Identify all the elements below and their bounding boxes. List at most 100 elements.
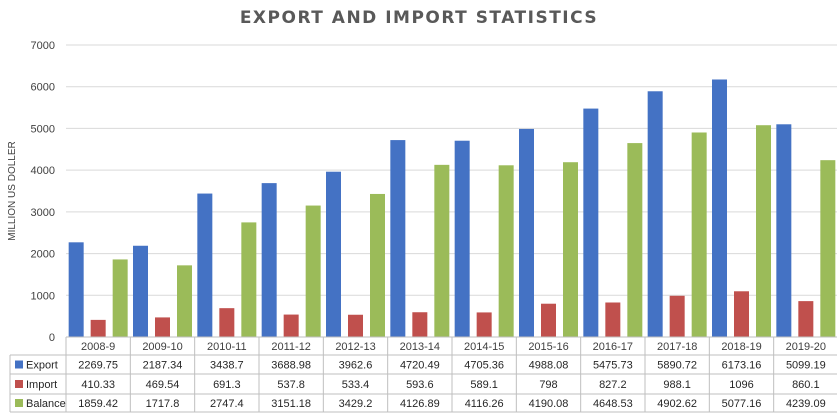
data-label: 1717.8 — [146, 398, 180, 410]
data-label: 4190.08 — [529, 398, 569, 410]
x-tick-label: 2016-17 — [593, 341, 633, 353]
bar-balance-2015-16 — [563, 162, 578, 337]
bar-import-2019-20 — [798, 301, 814, 337]
data-label: 5890.72 — [657, 360, 697, 372]
bar-import-2017-18 — [669, 295, 685, 337]
data-label: 860.1 — [792, 379, 820, 391]
bar-balance-2010-11 — [241, 222, 257, 337]
y-tick-label: 3000 — [31, 207, 55, 219]
bar-export-2017-18 — [647, 91, 663, 337]
data-table: 2008-9 2009-10 2010-11 2011-12 2012-13 2013-1… — [9, 336, 837, 413]
bar-import-2013-14 — [412, 312, 428, 337]
bar-balance-2011-12 — [305, 205, 321, 337]
bar-import-2008-9 — [90, 319, 106, 337]
data-label: 3962.6 — [339, 360, 373, 372]
data-label: 4705.36 — [464, 360, 504, 372]
data-label: 2187.34 — [143, 360, 183, 372]
data-label: 4648.53 — [593, 398, 633, 410]
bar-export-2008-9 — [68, 242, 84, 337]
x-tick-label: 2017-18 — [657, 341, 697, 353]
y-tick-label: 6000 — [31, 82, 55, 94]
legend-label-import: Import — [26, 379, 57, 391]
bar-balance-2012-13 — [370, 193, 385, 337]
legend-key-export — [15, 360, 23, 369]
data-label: 4239.09 — [786, 398, 826, 410]
legend-key-import — [15, 380, 23, 388]
x-tick-label: 2013-14 — [400, 341, 440, 353]
bar-export-2019-20 — [776, 124, 792, 338]
data-label: 1859.42 — [78, 398, 118, 410]
y-tick-label: 1000 — [31, 290, 55, 302]
bar-balance-2018-19 — [756, 125, 771, 337]
data-label: 469.54 — [146, 379, 180, 391]
x-tick-label: 2012-13 — [335, 341, 375, 353]
data-label: 827.2 — [599, 379, 627, 391]
bar-balance-2013-14 — [434, 164, 450, 337]
bar-export-2009-10 — [133, 245, 148, 337]
data-label: 3151.18 — [271, 398, 311, 410]
y-tick-label: 0 — [49, 332, 55, 344]
bar-export-2010-11 — [197, 193, 213, 337]
y-tick-label: 4000 — [31, 165, 55, 177]
x-tick-label: 2018-19 — [721, 341, 761, 353]
data-label: 589.1 — [470, 379, 498, 391]
data-label: 1096 — [729, 379, 753, 391]
bar-import-2015-16 — [541, 303, 556, 337]
data-label: 5077.16 — [722, 398, 762, 410]
bar-import-2011-12 — [283, 314, 299, 337]
bar-export-2014-15 — [454, 140, 470, 337]
y-tick-label: 7000 — [31, 40, 55, 52]
y-tick-label: 5000 — [31, 123, 55, 135]
x-tick-label: 2014-15 — [464, 341, 504, 353]
bar-balance-2019-20 — [820, 160, 836, 337]
data-label: 5099.19 — [786, 360, 826, 372]
data-label: 2747.4 — [210, 398, 244, 410]
legend-label-balance: Balance — [26, 398, 66, 410]
x-tick-label: 2011-12 — [271, 341, 311, 353]
data-label: 4720.49 — [400, 360, 440, 372]
data-label: 3429.2 — [339, 398, 373, 410]
bar-export-2016-17 — [583, 108, 599, 337]
x-tick-label: 2015-16 — [528, 341, 568, 353]
bar-balance-2016-17 — [627, 143, 643, 337]
bar-balance-2008-9 — [112, 259, 128, 337]
bar-import-2012-13 — [348, 314, 363, 337]
y-axis-ticks: 0 1000 2000 3000 4000 5000 6000 7000 — [31, 40, 55, 344]
data-label: 4126.89 — [400, 398, 440, 410]
bar-export-2011-12 — [261, 183, 277, 337]
y-tick-label: 2000 — [31, 249, 55, 261]
data-label: 691.3 — [213, 379, 241, 391]
bar-export-2018-19 — [712, 79, 727, 338]
data-label: 533.4 — [342, 379, 370, 391]
data-label: 988.1 — [663, 379, 691, 391]
x-tick-label: 2010-11 — [207, 341, 247, 353]
x-tick-label: 2008-9 — [81, 341, 115, 353]
data-label: 593.6 — [406, 379, 434, 391]
bar-export-2012-13 — [326, 171, 341, 337]
data-label: 537.8 — [277, 379, 305, 391]
bar-balance-2017-18 — [691, 132, 707, 337]
data-label: 3688.98 — [271, 360, 311, 372]
bar-import-2016-17 — [605, 302, 621, 337]
bar-import-2009-10 — [155, 317, 170, 337]
data-label: 4116.26 — [465, 398, 504, 410]
data-label: 6173.16 — [722, 360, 762, 372]
data-label: 410.33 — [81, 379, 115, 391]
gridlines — [66, 44, 837, 338]
y-axis-label: MILLION US DOLLER — [7, 141, 18, 240]
x-tick-label: 2009-10 — [142, 341, 182, 353]
bars — [68, 79, 836, 338]
bar-import-2010-11 — [219, 308, 235, 337]
bar-import-2018-19 — [734, 291, 749, 337]
bar-balance-2014-15 — [498, 165, 514, 337]
data-label: 4988.08 — [529, 360, 569, 372]
x-tick-label: 2019-20 — [786, 341, 826, 353]
legend-label-export: Export — [26, 360, 58, 372]
data-label: 2269.75 — [78, 360, 118, 372]
bar-balance-2009-10 — [177, 265, 192, 337]
bar-export-2013-14 — [390, 140, 406, 337]
data-label: 798 — [539, 379, 557, 391]
data-label: 5475.73 — [593, 360, 633, 372]
bar-export-2015-16 — [519, 128, 534, 337]
